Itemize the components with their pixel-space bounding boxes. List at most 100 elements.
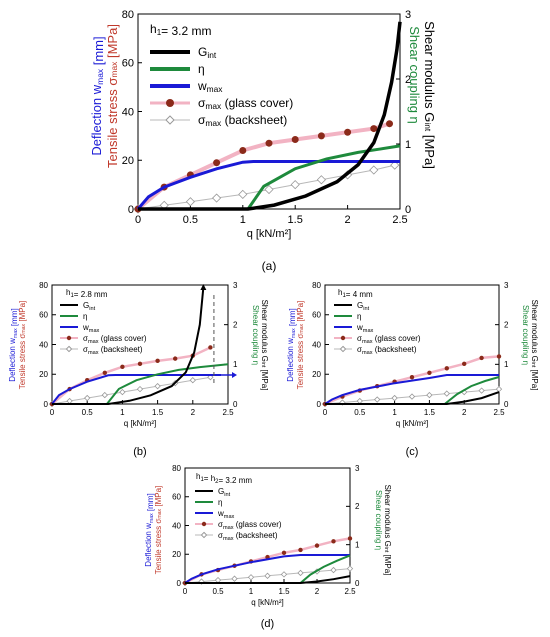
legend-subscript: int (363, 306, 369, 312)
y-right-tick-label: 3 (355, 464, 360, 473)
glass-point (291, 136, 299, 144)
legend-label: Gint (218, 487, 231, 498)
backsheet-point (408, 393, 416, 400)
glass-point (462, 361, 467, 367)
glass-point (137, 361, 143, 367)
label-part: [MPa] (383, 552, 392, 575)
legend-text: G (218, 487, 224, 496)
y-left-label-deflection: Deflection wmax [mm] (89, 36, 106, 155)
backsheet-point (390, 160, 400, 170)
backsheet-point (478, 387, 485, 394)
backsheet-point (189, 377, 196, 384)
x-tick-label: 2.5 (493, 408, 505, 417)
y-left-tick-label: 40 (312, 340, 321, 349)
glass-point (496, 354, 502, 359)
legend-text: σ (357, 345, 362, 354)
y-right-tick-label: 0 (355, 579, 360, 588)
y-right-tick-label: 2 (355, 502, 360, 511)
backsheet-point (101, 391, 108, 399)
label-part: max (21, 323, 27, 333)
backsheet-point (231, 575, 238, 582)
legend-text: G (83, 301, 89, 310)
legend-label: σmax (backsheet) (357, 345, 417, 356)
glass-point (213, 159, 221, 167)
glass-point (479, 355, 484, 361)
legend-text: (backsheet) (373, 345, 417, 354)
y-left-tick-label: 80 (122, 9, 134, 21)
legend-text: η (218, 498, 222, 507)
series-wmax-line (324, 374, 499, 405)
glass-point (409, 375, 415, 380)
header-text: h (150, 22, 157, 36)
legend-text: w (356, 323, 363, 332)
legend-text: (backsheet) (99, 345, 143, 354)
y-left-tick-label: 20 (39, 370, 48, 379)
label-part: max (299, 323, 305, 333)
legend-marker (200, 531, 208, 539)
legend-marker (165, 115, 175, 125)
x-tick-label: 1.5 (288, 214, 303, 226)
label-part: Tensile stress σ (105, 78, 120, 168)
glass-point (239, 147, 247, 154)
legend-label: σmax (glass cover) (218, 520, 282, 531)
panel-header: h1= 3.2 mm (150, 22, 212, 38)
glass-point (331, 539, 336, 544)
panel-caption: (a) (262, 259, 277, 273)
header-text: h (338, 288, 342, 297)
x-tick-label: 1.5 (424, 408, 436, 417)
series-wmax-line (184, 554, 350, 584)
backsheet-point (247, 574, 255, 581)
label-part: Shear modulus G (383, 485, 392, 547)
y-right-label-shear-coupling: Shear coupling η (521, 305, 530, 365)
label-part: [MPa] (296, 301, 305, 324)
label-part: [MPa] (422, 131, 437, 169)
legend-subscript: max (362, 339, 373, 345)
y-left-tick-label: 60 (312, 311, 321, 320)
legend-text: G (357, 301, 363, 310)
legend-text: σ (83, 345, 88, 354)
x-tick-label: 0 (50, 408, 55, 417)
legend-subscript: max (224, 514, 235, 520)
header-subscript: 1 (200, 477, 204, 483)
x-tick-label: 0.5 (212, 587, 224, 596)
header-text: = 2.8 mm (74, 290, 108, 299)
legend-text: σ (218, 531, 223, 540)
label-part: Tensile stress σ (154, 519, 163, 575)
header-text: = 3.2 mm (218, 476, 252, 485)
y-left-tick-label: 40 (122, 106, 134, 118)
legend-label: σmax (glass cover) (357, 334, 421, 345)
label-part: Deflection w (286, 338, 295, 382)
x-tick-label: 0.5 (82, 408, 94, 417)
glass-point (317, 132, 325, 140)
header-subscript: 1 (70, 293, 74, 299)
x-tick-label: 2.5 (222, 408, 234, 417)
legend-subscript: int (207, 50, 217, 60)
backsheet-point (214, 576, 222, 584)
header-subscript: 2 (215, 479, 219, 485)
legend-subscript: max (362, 350, 373, 356)
y-right-tick-label: 2 (233, 320, 238, 329)
legend-label: wmax (197, 79, 223, 94)
y-right-tick-label: 2 (405, 74, 411, 86)
y-left-tick-label: 40 (172, 521, 181, 530)
y-right-label-shear-modulus: Shear modulus Gint [MPa] (383, 485, 392, 576)
legend-text: w (82, 323, 89, 332)
label-part: Deflection w (8, 338, 17, 382)
label-part: max (95, 68, 105, 85)
backsheet-point (495, 385, 503, 393)
y-right-tick-label: 0 (405, 204, 411, 216)
legend-label: σmax (backsheet) (218, 531, 278, 542)
legend-text: σ (357, 334, 362, 343)
x-tick-label: 2 (345, 214, 351, 226)
label-part: Shear modulus G (260, 300, 269, 362)
legend-label: wmax (356, 323, 374, 334)
glass-point (444, 366, 449, 371)
panel-caption: (c) (406, 446, 419, 458)
backsheet-point (264, 572, 271, 579)
y-left-label-stress: Tensile stress σmax [MPa] (105, 24, 120, 168)
y-left-tick-label: 20 (122, 155, 134, 167)
legend-subscript: max (207, 84, 224, 94)
backsheet-point (136, 385, 144, 393)
